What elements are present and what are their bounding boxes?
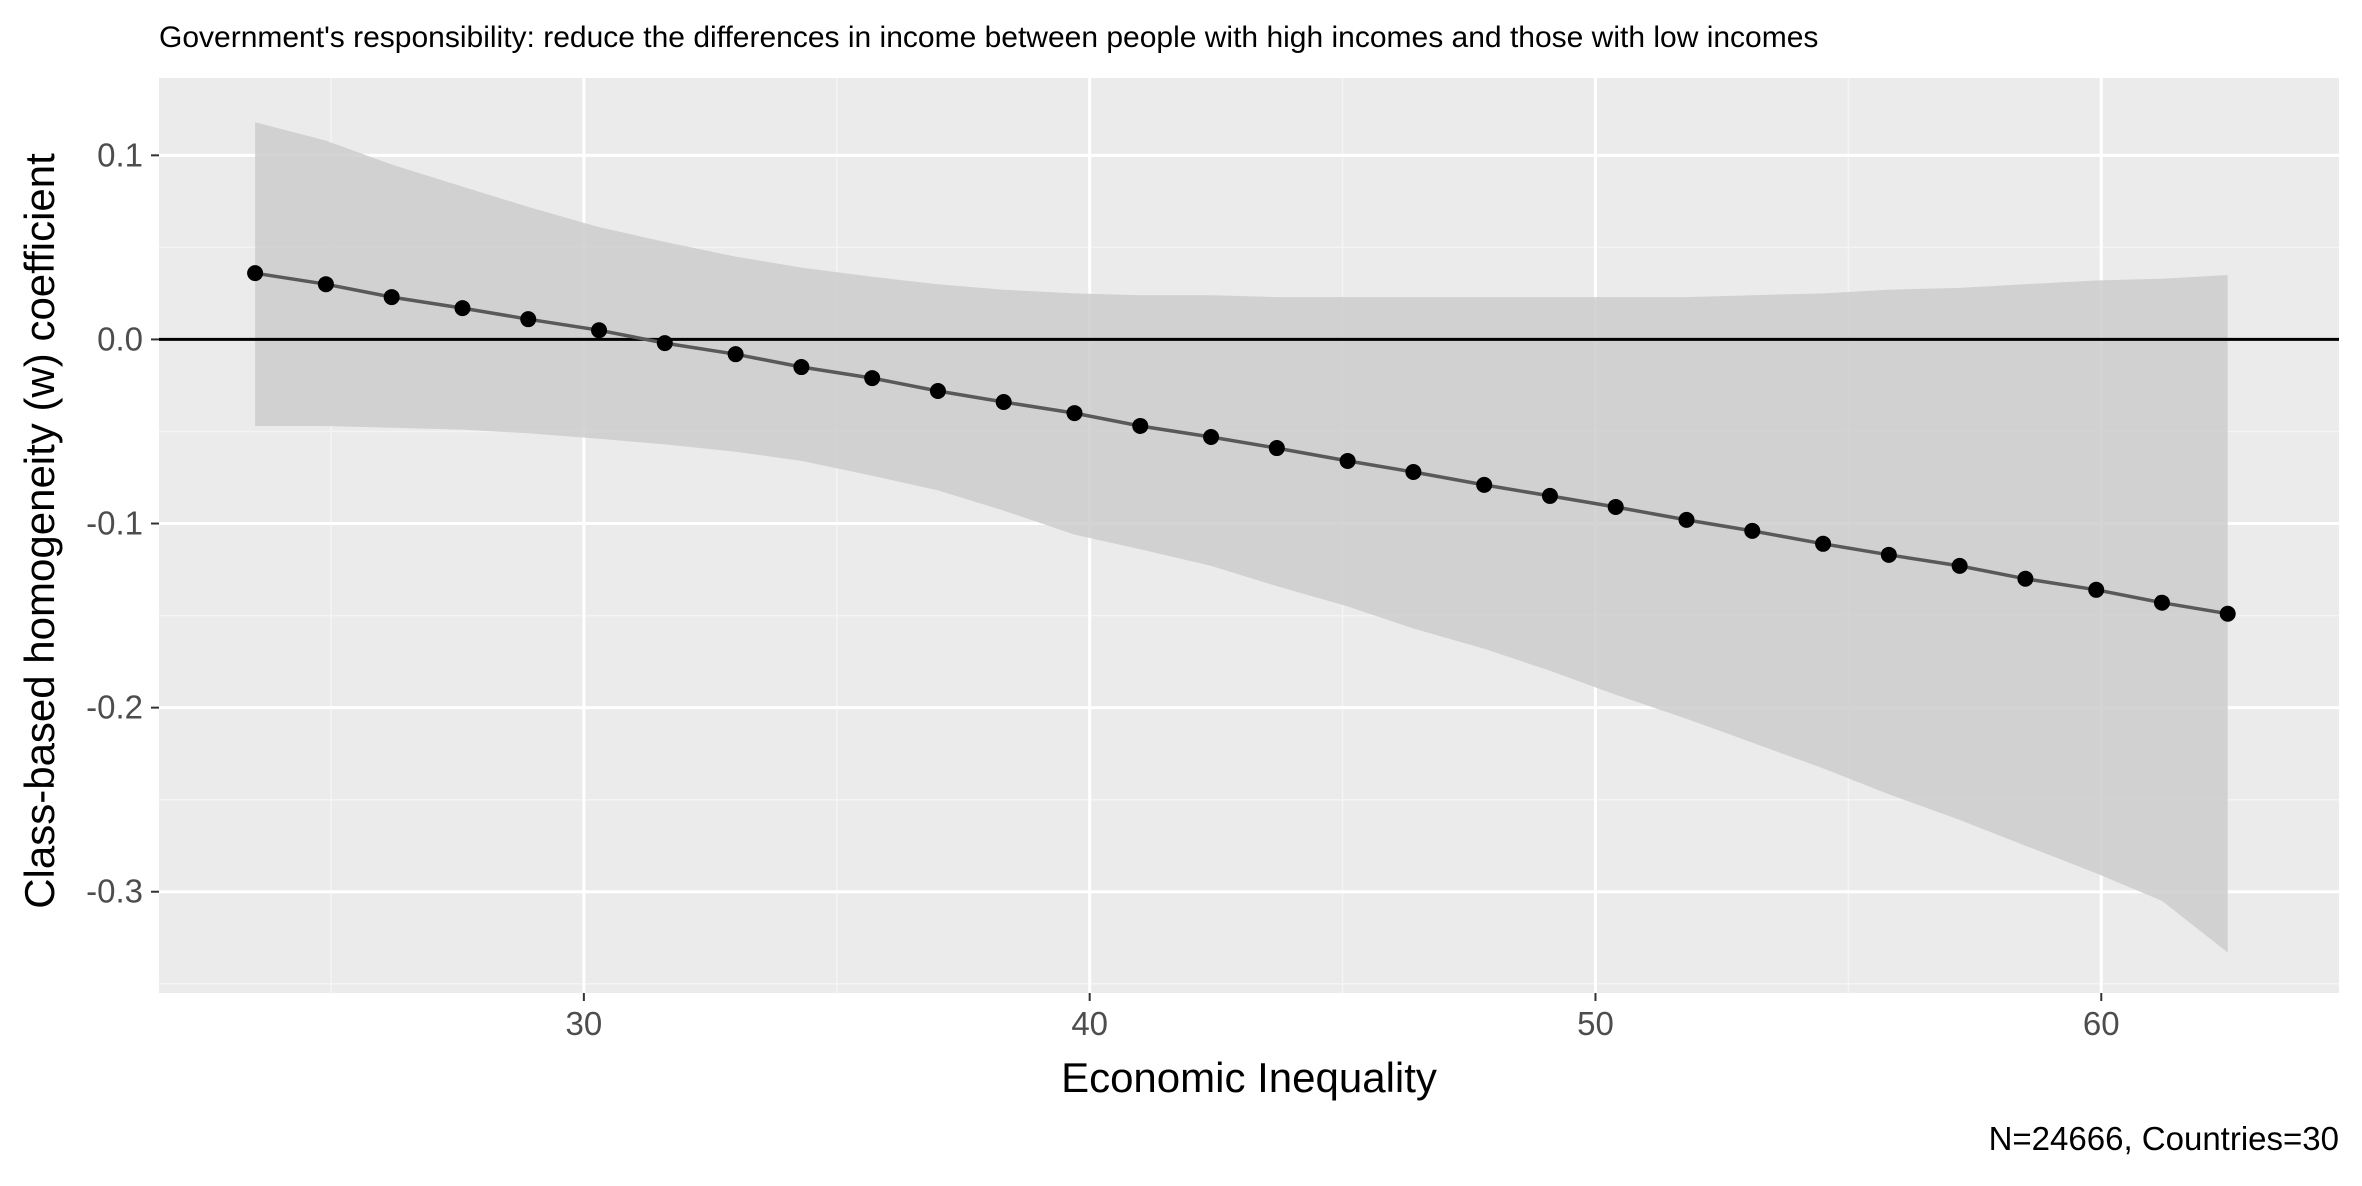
data-point — [929, 382, 946, 399]
data-point — [383, 289, 400, 306]
y-tick-labels: 0.1 0.0 -0.1 -0.2 -0.3 — [86, 136, 143, 909]
data-point — [727, 346, 744, 363]
y-tick-label: 0.0 — [97, 320, 143, 357]
data-point — [1066, 405, 1083, 422]
data-point — [995, 394, 1012, 411]
y-tick-label: -0.3 — [86, 873, 143, 910]
x-axis-title: Economic Inequality — [1061, 1054, 1437, 1101]
data-point — [1339, 452, 1356, 469]
data-point — [2219, 605, 2236, 622]
data-point — [656, 335, 673, 352]
data-point — [793, 359, 810, 376]
data-point — [1405, 463, 1422, 480]
series-line-layer — [254, 271, 2228, 616]
data-point — [591, 322, 608, 339]
x-tick-label: 60 — [2083, 1005, 2120, 1042]
data-point — [520, 311, 537, 328]
x-tick-label: 50 — [1577, 1005, 1614, 1042]
data-point — [1268, 440, 1285, 457]
confidence-band-layer — [255, 122, 2228, 953]
x-tick-labels: 30 40 50 60 — [566, 1005, 2120, 1042]
data-point — [1541, 487, 1558, 504]
y-tick-label: 0.1 — [97, 136, 143, 173]
data-point — [1880, 546, 1897, 563]
y-tick-label: -0.2 — [86, 689, 143, 726]
data-point — [1815, 535, 1832, 552]
y-tick-label: -0.1 — [86, 505, 143, 542]
data-point — [1678, 511, 1695, 528]
x-tick-label: 30 — [566, 1005, 603, 1042]
data-point — [1744, 522, 1761, 539]
chart-title: Government's responsibility: reduce the … — [159, 21, 1818, 54]
data-point — [2017, 570, 2034, 587]
data-point — [1951, 557, 1968, 574]
data-point — [454, 300, 471, 317]
data-point — [247, 265, 264, 282]
chart-caption: N=24666, Countries=30 — [1989, 1120, 2339, 1157]
y-axis-title: Class-based homogeneity (w) coefficient — [16, 153, 63, 909]
data-point — [2088, 581, 2105, 598]
series-line — [254, 271, 2228, 616]
data-point — [1132, 417, 1149, 434]
data-points-layer — [247, 265, 2236, 622]
data-point — [1607, 498, 1624, 515]
data-point — [1476, 476, 1493, 493]
data-point — [317, 276, 334, 293]
data-point — [2153, 594, 2170, 611]
confidence-band — [255, 122, 2228, 953]
x-tick-label: 40 — [1071, 1005, 1108, 1042]
data-point — [864, 370, 881, 387]
data-point — [1203, 429, 1220, 446]
axis-ticks — [151, 154, 2103, 1001]
